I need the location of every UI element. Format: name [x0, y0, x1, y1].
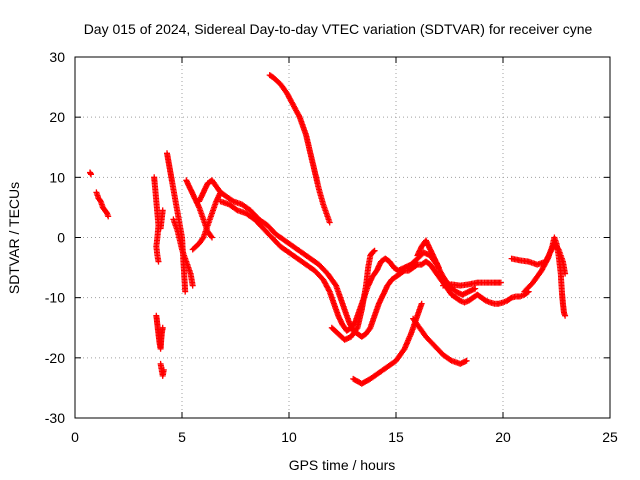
data-point: [544, 256, 551, 263]
x-axis-label: GPS time / hours: [289, 457, 396, 473]
data-point: [325, 287, 332, 294]
axis-ticks: [74, 56, 611, 419]
series-seg-i: [183, 177, 215, 241]
x-tick-label: 25: [602, 429, 618, 445]
series-seg-j: [189, 189, 224, 253]
data-point: [88, 171, 94, 178]
chart-title: Day 015 of 2024, Sidereal Day-to-day VTE…: [84, 21, 593, 37]
y-tick-labels: -30 -20 -10 0 10 20 30: [45, 49, 65, 426]
x-tick-label: 5: [178, 429, 186, 445]
data-point: [371, 247, 378, 254]
data-point: [418, 300, 425, 307]
data-point: [160, 366, 167, 373]
data-point: [209, 234, 215, 241]
series-seg-q: [414, 237, 442, 271]
data-points: [87, 72, 569, 387]
series-seg-p: [410, 315, 470, 367]
series-seg-b: [93, 189, 112, 220]
data-point: [497, 279, 504, 286]
data-point: [105, 213, 112, 220]
series-seg-a: [87, 169, 94, 178]
y-tick-label: -20: [45, 350, 65, 366]
x-tick-label: 20: [495, 429, 511, 445]
series-seg-l: [217, 198, 479, 334]
data-point: [353, 326, 360, 332]
data-point: [208, 233, 215, 240]
series-seg-e: [157, 360, 167, 379]
x-tick-label: 15: [388, 429, 404, 445]
data-point: [189, 282, 196, 289]
y-tick-label: 30: [49, 49, 65, 65]
data-point: [155, 258, 162, 265]
data-point: [326, 219, 333, 226]
data-point: [463, 357, 470, 364]
data-point: [370, 248, 377, 255]
series-seg-t: [521, 234, 569, 319]
y-tick-label: -30: [45, 410, 65, 426]
data-point: [157, 225, 164, 232]
data-point: [233, 206, 240, 213]
x-tick-label: 0: [71, 429, 79, 445]
data-point: [562, 312, 569, 319]
x-tick-labels: 0 5 10 15 20 25: [71, 429, 618, 445]
y-axis-label: SDTVAR / TECUs: [6, 182, 22, 294]
data-point: [447, 357, 454, 363]
data-point: [159, 324, 166, 331]
data-point: [182, 288, 189, 295]
series-seg-n: [328, 247, 378, 343]
series-seg-m: [266, 72, 333, 226]
series-seg-k: [196, 177, 532, 340]
series-seg-h: [170, 216, 196, 289]
series-seg-g: [157, 207, 166, 232]
y-tick-label: -10: [45, 290, 65, 306]
x-tick-label: 10: [281, 429, 297, 445]
series-seg-r: [440, 279, 504, 289]
y-tick-label: 20: [49, 109, 65, 125]
data-point: [435, 264, 442, 271]
y-tick-label: 0: [57, 230, 65, 246]
data-point: [472, 285, 479, 292]
y-tick-label: 10: [49, 169, 65, 185]
series-seg-d: [153, 312, 166, 352]
